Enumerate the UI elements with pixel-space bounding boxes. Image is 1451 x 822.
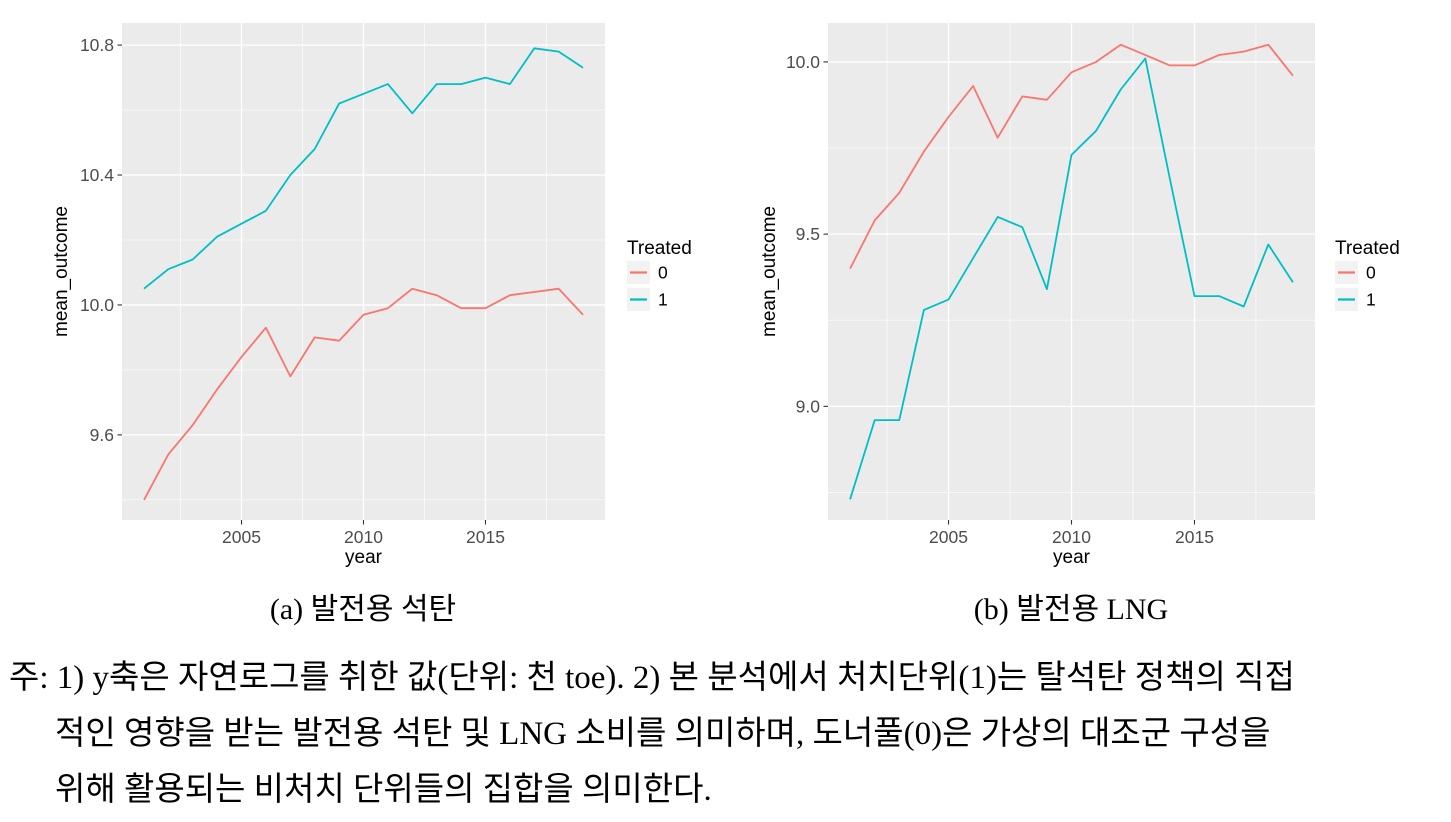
legend-item-label: 1	[658, 290, 668, 310]
x-tick-label: 2005	[222, 527, 261, 547]
x-tick-label: 2010	[344, 527, 383, 547]
x-tick-label: 2005	[929, 527, 968, 547]
legend-item-label: 0	[1366, 263, 1376, 283]
caption-lng: (b) 발전용 LNG	[973, 593, 1169, 626]
x-tick-label: 2015	[466, 527, 505, 547]
note-line-3: 위해 활용되는 비처치 단위들의 집합을 의미한다.	[55, 772, 712, 808]
y-tick-label: 9.6	[90, 425, 114, 445]
y-tick-label: 9.0	[796, 396, 821, 416]
y-tick-label: 9.5	[796, 224, 820, 244]
figure-note: 주: 1) y축은 자연로그를 취한 값(단위: 천 toe). 2) 본 분석…	[9, 650, 1449, 818]
gridlines	[122, 23, 605, 520]
y-axis-title: mean_outcome	[51, 206, 72, 337]
x-tick-label: 2010	[1052, 527, 1091, 547]
y-axis-title: mean_outcome	[759, 206, 780, 337]
y-tick-label: 10.8	[80, 35, 114, 55]
series-line-treated-1	[849, 57, 1294, 500]
legend-title: Treated	[1335, 238, 1400, 259]
chart-lng: 2005 2010 2015 9.0 9.5 10.0 year mean_outcome Tr…	[759, 23, 1400, 568]
note-line-2: 적인 영향을 받는 발전용 석탄 및 LNG 소비를 의미하며, 도너풀(0)은…	[55, 716, 1271, 752]
legend-item-label: 0	[658, 263, 668, 283]
y-tick-label: 10.4	[80, 165, 114, 185]
caption-coal: (a) 발전용 석탄	[269, 593, 457, 626]
x-axis-title: year	[345, 547, 383, 568]
series-line-treated-0	[143, 287, 584, 501]
legend: Treated 0 1	[1335, 238, 1400, 311]
y-tick-label: 10.0	[80, 295, 114, 315]
legend: Treated 0 1	[627, 238, 692, 311]
x-axis-title: year	[1053, 547, 1091, 568]
gridlines	[828, 23, 1315, 520]
chart-coal: 2005 2010 2015 9.6 10.0 10.4 10.8 year mean_outc…	[51, 23, 692, 568]
legend-item-label: 1	[1366, 290, 1376, 310]
series-line-treated-0	[849, 43, 1294, 270]
note-line-1: 주: 1) y축은 자연로그를 취한 값(단위: 천 toe). 2) 본 분석…	[9, 660, 1295, 696]
x-tick-label: 2015	[1175, 527, 1214, 547]
legend-title: Treated	[627, 238, 692, 259]
series-line-treated-1	[143, 47, 584, 290]
y-tick-label: 10.0	[786, 52, 820, 72]
